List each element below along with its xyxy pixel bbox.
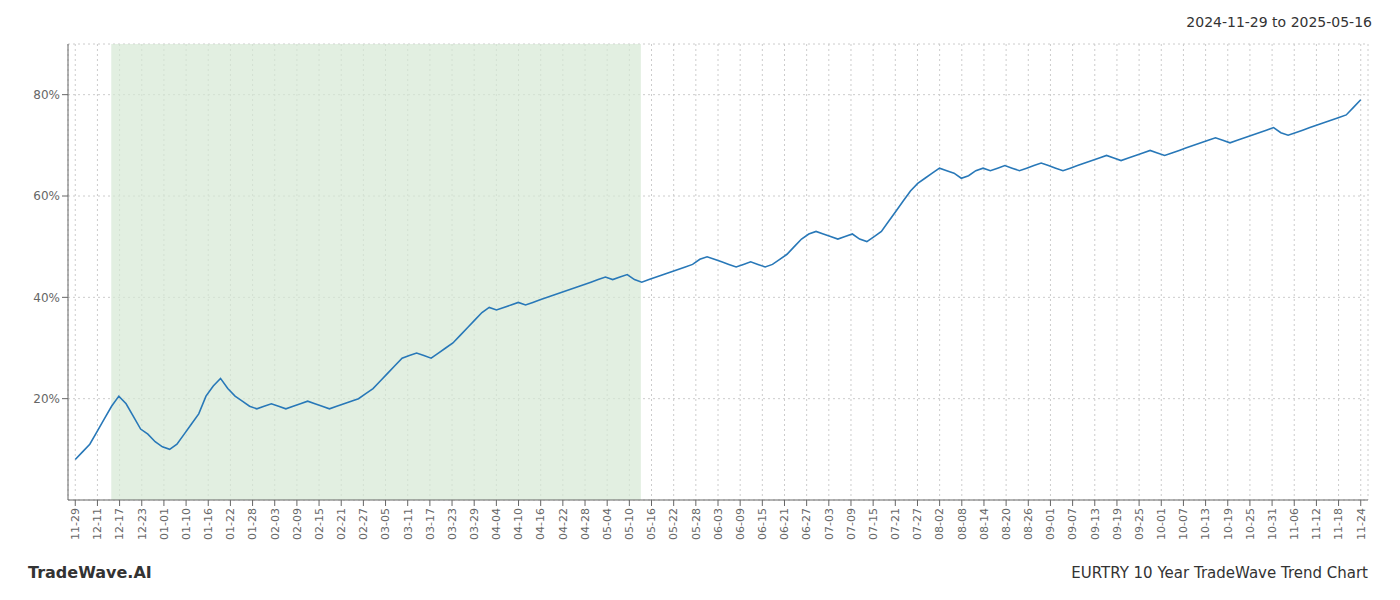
svg-text:05-10: 05-10 (623, 508, 636, 540)
svg-text:03-17: 03-17 (424, 508, 437, 540)
svg-text:09-07: 09-07 (1066, 508, 1079, 540)
svg-text:12-11: 12-11 (91, 508, 104, 540)
svg-text:10-01: 10-01 (1155, 508, 1168, 540)
svg-text:03-29: 03-29 (468, 508, 481, 540)
svg-text:05-22: 05-22 (667, 508, 680, 540)
svg-text:07-15: 07-15 (867, 508, 880, 540)
svg-text:02-27: 02-27 (357, 508, 370, 540)
svg-text:03-11: 03-11 (402, 508, 415, 540)
svg-text:06-21: 06-21 (778, 508, 791, 540)
svg-text:04-10: 04-10 (512, 508, 525, 540)
svg-text:04-04: 04-04 (490, 508, 503, 540)
svg-text:11-24: 11-24 (1355, 508, 1368, 540)
svg-text:01-22: 01-22 (224, 508, 237, 540)
svg-text:11-06: 11-06 (1288, 508, 1301, 540)
svg-text:02-03: 02-03 (269, 508, 282, 540)
svg-text:08-14: 08-14 (978, 508, 991, 540)
svg-text:04-22: 04-22 (557, 508, 570, 540)
svg-text:07-09: 07-09 (845, 508, 858, 540)
svg-text:09-19: 09-19 (1111, 508, 1124, 540)
html-text:2024-11-29 to 2025-05-16: 2024-11-29 to 2025-05-16 (1186, 14, 1372, 30)
svg-text:06-03: 06-03 (712, 508, 725, 540)
svg-text:05-28: 05-28 (690, 508, 703, 540)
svg-text:07-03: 07-03 (823, 508, 836, 540)
html-text:EURTRY 10 Year TradeWave Trend: EURTRY 10 Year TradeWave Trend Chart (1071, 564, 1368, 582)
svg-text:10-25: 10-25 (1244, 508, 1257, 540)
svg-text:03-05: 03-05 (379, 508, 392, 540)
svg-text:01-10: 01-10 (180, 508, 193, 540)
svg-text:09-13: 09-13 (1089, 508, 1102, 540)
svg-text:08-20: 08-20 (1000, 508, 1013, 540)
svg-text:01-28: 01-28 (246, 508, 259, 540)
svg-text:07-27: 07-27 (911, 508, 924, 540)
svg-text:40%: 40% (33, 291, 60, 305)
svg-text:04-28: 04-28 (579, 508, 592, 540)
svg-text:12-17: 12-17 (113, 508, 126, 540)
svg-text:09-25: 09-25 (1133, 508, 1146, 540)
html-text:TradeWave.AI: TradeWave.AI (28, 563, 152, 582)
svg-text:10-07: 10-07 (1177, 508, 1190, 540)
svg-text:04-16: 04-16 (535, 508, 548, 540)
svg-text:02-21: 02-21 (335, 508, 348, 540)
svg-text:08-26: 08-26 (1022, 508, 1035, 540)
svg-text:06-15: 06-15 (756, 508, 769, 540)
svg-text:11-29: 11-29 (69, 508, 82, 540)
svg-text:01-16: 01-16 (202, 508, 215, 540)
svg-text:06-09: 06-09 (734, 508, 747, 540)
svg-text:05-16: 05-16 (645, 508, 658, 540)
svg-text:08-02: 08-02 (933, 508, 946, 540)
svg-text:01-01: 01-01 (158, 508, 171, 540)
svg-text:11-18: 11-18 (1332, 508, 1345, 540)
svg-text:02-15: 02-15 (313, 508, 326, 540)
svg-text:12-23: 12-23 (136, 508, 149, 540)
svg-text:06-27: 06-27 (800, 508, 813, 540)
svg-text:03-23: 03-23 (446, 508, 459, 540)
svg-text:10-19: 10-19 (1222, 508, 1235, 540)
svg-text:07-21: 07-21 (889, 508, 902, 540)
svg-text:09-01: 09-01 (1044, 508, 1057, 540)
svg-text:02-09: 02-09 (291, 508, 304, 540)
svg-text:08-08: 08-08 (956, 508, 969, 540)
svg-text:60%: 60% (33, 189, 60, 203)
svg-text:20%: 20% (33, 392, 60, 406)
svg-text:11-12: 11-12 (1310, 508, 1323, 540)
svg-text:10-13: 10-13 (1199, 508, 1212, 540)
svg-text:10-31: 10-31 (1266, 508, 1279, 540)
svg-text:80%: 80% (33, 88, 60, 102)
svg-text:05-04: 05-04 (601, 508, 614, 540)
